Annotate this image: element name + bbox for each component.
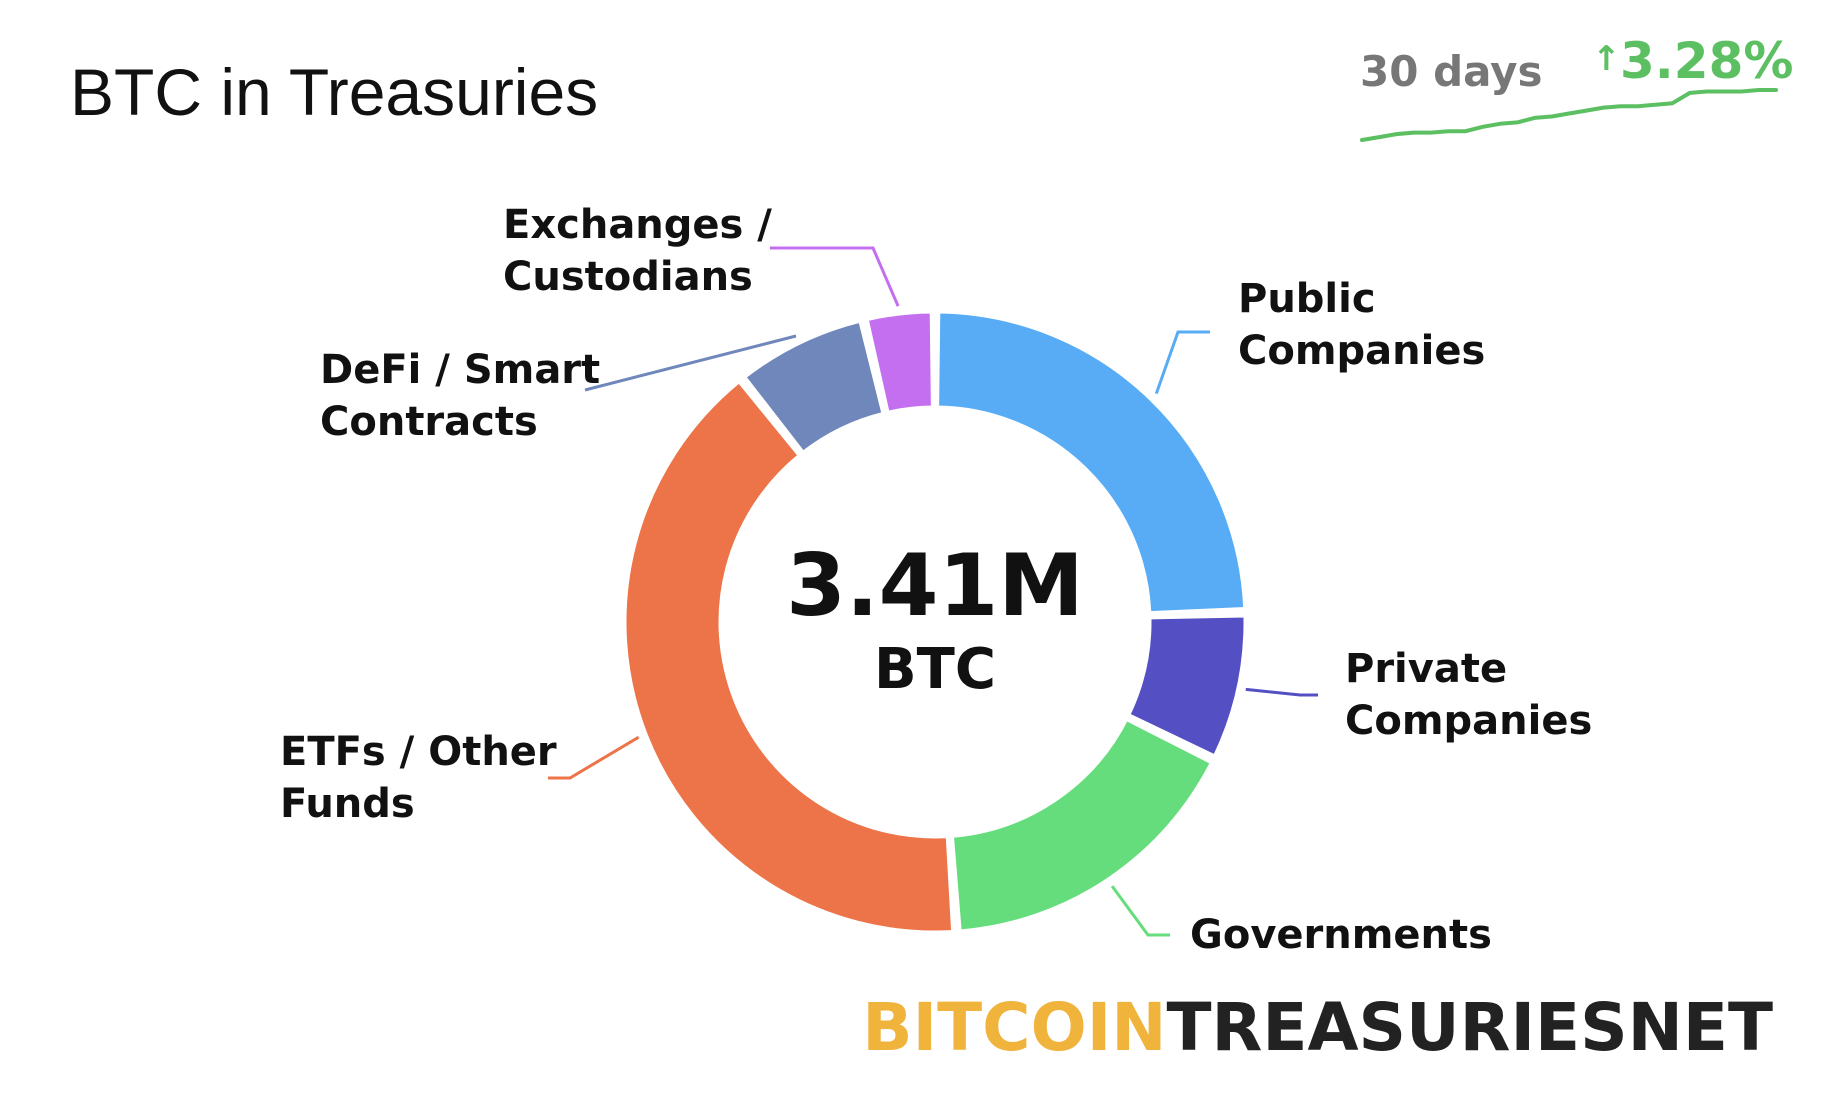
center-total-unit: BTC [874,637,996,702]
donut-slices [623,310,1247,934]
logo-part-treasuries: TREASURIES [1167,989,1628,1066]
slice-label-line: Funds [280,781,415,827]
leader-line [770,246,900,307]
slice-label: DeFi / Smart Contracts [320,347,600,445]
slice-label-line: Companies [1238,328,1485,374]
slice-label-line: Custodians [503,254,753,300]
slice-label-line: DeFi / Smart [320,347,600,393]
slice-label: Private Companies [1345,646,1592,744]
slice-labels: Public Companies Private Companies Governmen… [280,202,1592,958]
slice-label: Public Companies [1238,276,1485,374]
sparkline [1360,88,1778,142]
slice-label-line: Public [1238,276,1376,322]
slice-label-line: Companies [1345,698,1592,744]
donut-slice-defi-smart-contracts [743,319,885,454]
bitcoin-treasuries-logo: BITCOINTREASURIESNET [862,989,1773,1066]
chart-title: BTC in Treasuries [70,55,598,129]
svg-text:BITCOINTREASURIESNET: BITCOINTREASURIESNET [862,989,1773,1066]
leader-line [548,735,640,780]
leader-line [1110,885,1170,937]
slice-label: Governments [1190,912,1492,958]
leader-line [1245,687,1318,697]
trend-up-arrow-icon: ↑ [1592,39,1621,79]
donut-slice-etfs-other-funds [623,380,955,934]
label-leader-lines [548,246,1318,937]
leader-line [584,334,797,392]
donut-slice-public-companies [936,310,1247,615]
donut-slice-governments [950,718,1213,933]
change-widget: 30 days ↑ 3.28% [1360,32,1793,142]
slice-label-line: Contracts [320,399,538,445]
logo-part-bitcoin: BITCOIN [862,989,1166,1066]
donut-slice-exchanges-custodians [865,310,934,414]
slice-label-line: ETFs / Other [280,729,557,775]
change-value: 3.28% [1620,32,1793,90]
slice-label: Exchanges / Custodians [503,202,772,300]
logo-part-net: NET [1628,989,1773,1066]
leader-line [1154,330,1210,395]
period-label: 30 days [1360,47,1543,96]
center-total-value: 3.41M [786,536,1084,636]
slice-label: ETFs / Other Funds [280,729,557,827]
donut-slice-private-companies [1127,614,1247,758]
slice-label-line: Private [1345,646,1507,692]
slice-label-line: Exchanges / [503,202,772,248]
slice-label-line: Governments [1190,912,1492,958]
